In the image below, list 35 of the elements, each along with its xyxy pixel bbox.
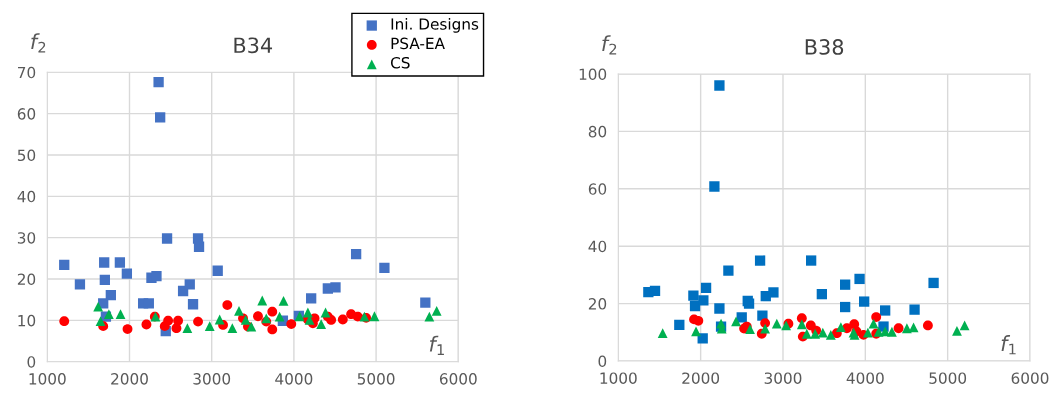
y-tick-label: 40	[588, 240, 607, 253]
y-tick-label: 10	[18, 314, 36, 327]
x-tick-label: 3000	[193, 373, 231, 385]
x-axis-title: f$_{1}$	[1001, 335, 1016, 355]
x-axis-title: f$_{1}$	[429, 335, 444, 355]
x-tick-label: 1000	[600, 372, 637, 384]
y-tick-label: 70	[18, 66, 36, 79]
y-tick-label: 30	[17, 232, 36, 244]
chart-title: B38	[805, 39, 844, 55]
y-tick-label: 40	[17, 190, 36, 203]
y-tick-label: 80	[588, 125, 607, 138]
x-tick-label: 4000	[275, 373, 313, 385]
y-tick-label: 50	[17, 149, 36, 162]
x-tick-label: 6000	[439, 373, 477, 385]
chart-title: B34	[234, 37, 273, 54]
x-tick-label: 2000	[682, 372, 720, 384]
legend-label: PSA-EA	[391, 37, 445, 50]
y-tick-label: 0	[598, 355, 607, 368]
y-tick-label: 60	[17, 108, 36, 120]
x-tick-label: 1000	[29, 373, 66, 385]
y-axis-title: f$_{2}$	[31, 33, 46, 53]
y-tick-label: 0	[27, 356, 36, 368]
x-tick-label: 5000	[929, 372, 967, 384]
y-axis-title: f$_{2}$	[602, 35, 617, 55]
x-tick-label: 5000	[357, 373, 395, 385]
y-tick-label: 100	[579, 68, 607, 81]
x-tick-label: 3000	[764, 372, 802, 384]
legend-label: Ini. Designs	[391, 17, 479, 33]
x-tick-label: 6000	[1011, 372, 1049, 384]
legend-label: CS	[390, 56, 410, 69]
y-tick-label: 20	[17, 273, 36, 286]
x-tick-label: 2000	[111, 373, 148, 385]
x-tick-label: 4000	[846, 372, 884, 384]
y-tick-label: 60	[588, 183, 607, 195]
y-tick-label: 20	[588, 298, 607, 310]
